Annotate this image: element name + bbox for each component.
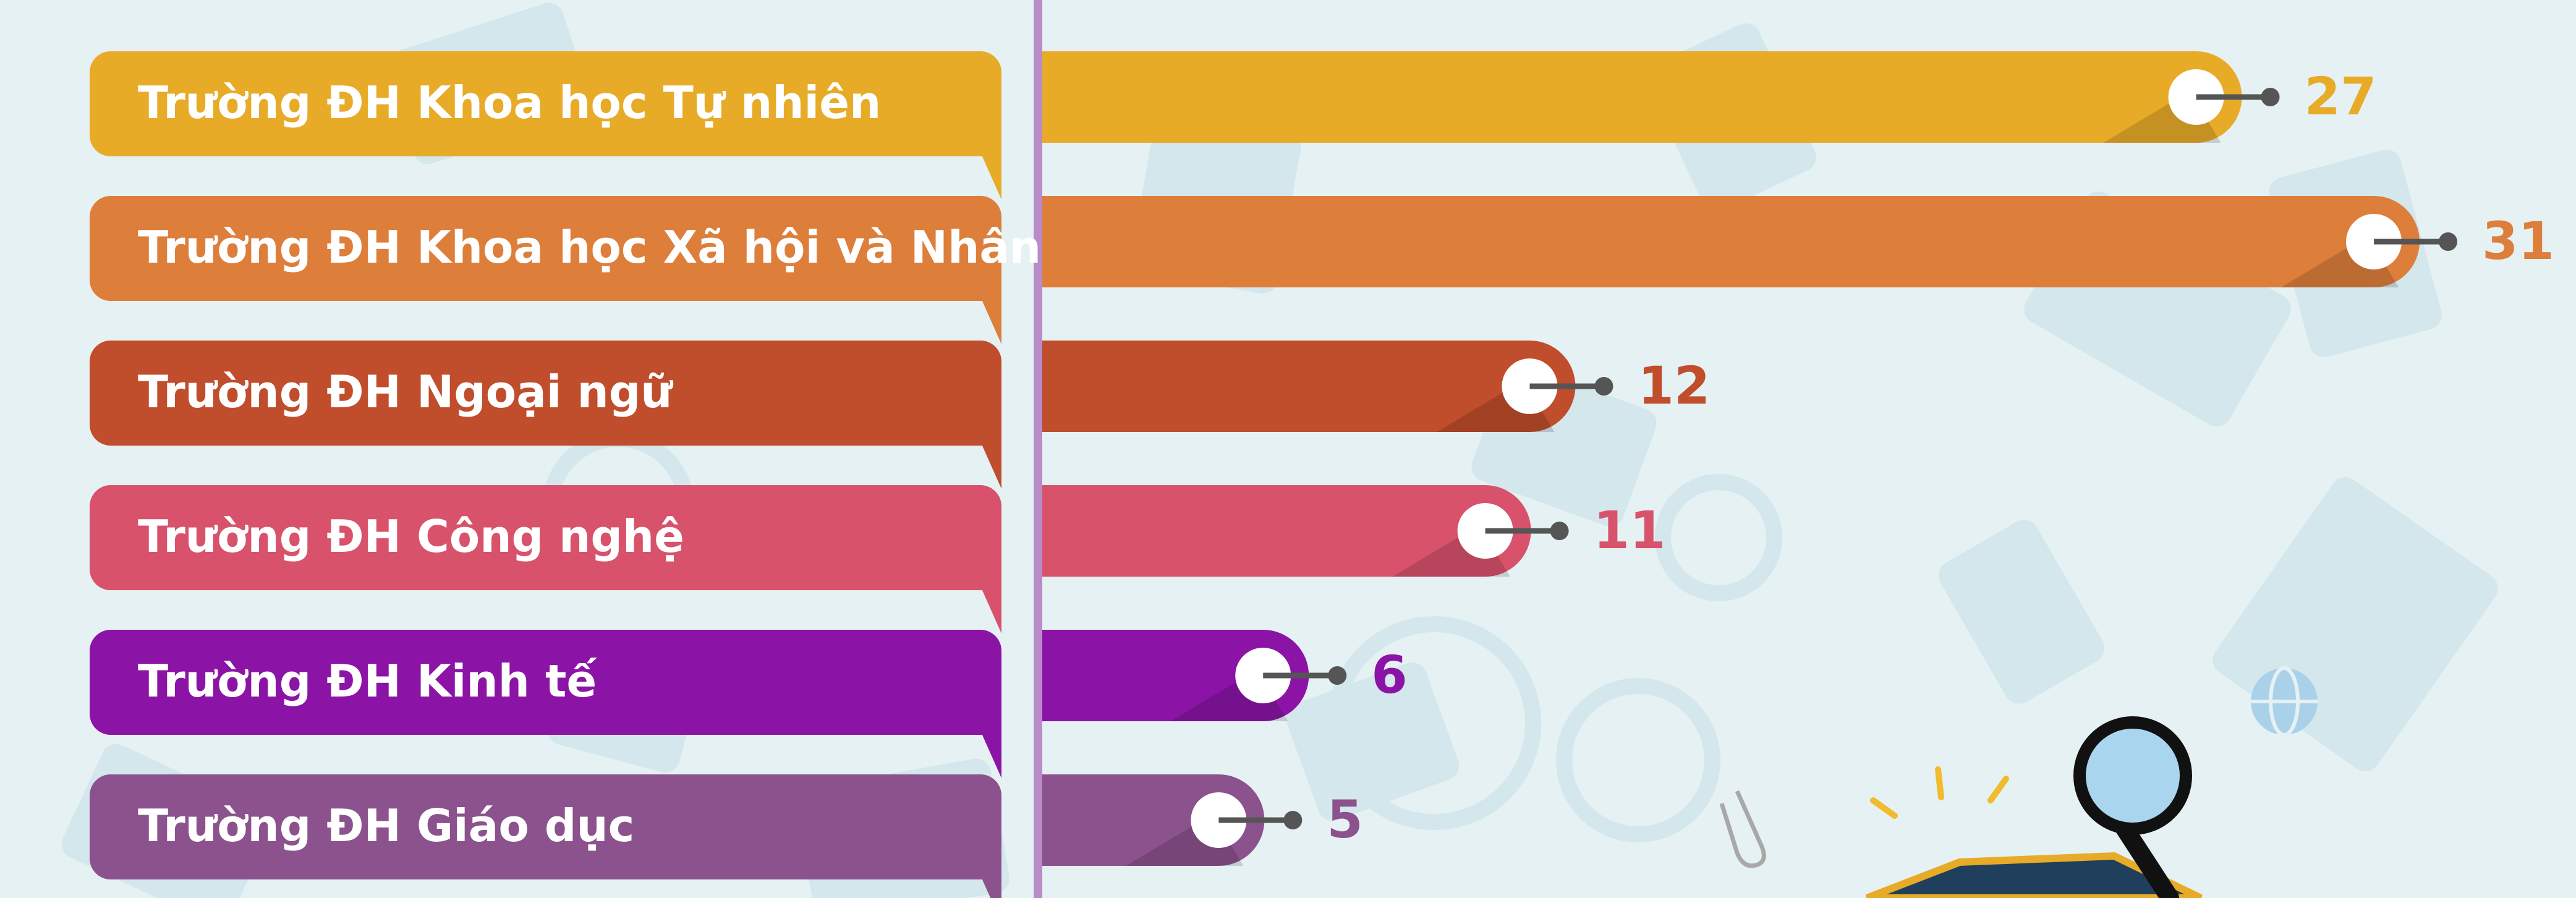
background-shape — [2213, 477, 2498, 771]
bar-body — [1042, 341, 1576, 432]
background-circle — [1556, 678, 1720, 842]
value-connector-dot — [1594, 377, 1613, 396]
bar-body — [1042, 51, 2242, 143]
category-label: Trường ĐH Kinh tế — [90, 630, 1001, 778]
value-connector-dot — [2261, 88, 2280, 106]
label-tail — [977, 409, 1001, 489]
sparkle-line — [1935, 766, 1944, 800]
background-circle — [1655, 474, 1782, 601]
value-label: 11 — [1594, 500, 1666, 561]
bar-body — [1042, 630, 1309, 721]
category-label: Trường ĐH Giáo dục — [90, 774, 1001, 898]
category-label: Trường ĐH Khoa học Tự nhiên — [90, 51, 1001, 200]
sparkle-line — [1870, 797, 1898, 819]
value-connector-dot — [1550, 522, 1569, 540]
label-tail — [977, 553, 1001, 633]
bar: 31 — [1042, 196, 2554, 287]
category-label-text: Trường ĐH Ngoại ngữ — [138, 366, 673, 418]
bar: 27 — [1042, 51, 2376, 143]
category-label: Trường ĐH Khoa học Xã hội và Nhân văn — [90, 196, 1147, 344]
bar-body — [1042, 485, 1531, 577]
category-label: Trường ĐH Ngoại ngữ — [90, 341, 1001, 489]
axis-line — [1034, 0, 1042, 898]
category-label-text: Trường ĐH Công nghệ — [138, 510, 684, 562]
graduation-scene — [1719, 666, 2318, 898]
label-tail — [977, 264, 1001, 344]
background-shape — [1285, 662, 1460, 821]
label-banner — [90, 51, 1001, 156]
bar: 6 — [1042, 630, 1408, 721]
sparkle-line — [1987, 776, 2009, 803]
bars: 27 31 12 11 6 5 — [1042, 51, 2554, 866]
value-label: 5 — [1327, 789, 1362, 850]
bar-body — [1042, 196, 2420, 287]
label-banner — [90, 485, 1001, 590]
background-circle — [1327, 616, 1541, 830]
value-connector-dot — [1283, 811, 1303, 829]
paperclip-icon — [1719, 790, 1766, 868]
value-connector-dot — [1328, 666, 1347, 685]
category-labels: Trường ĐH Khoa học Tự nhiên Trường ĐH Kho… — [90, 51, 1147, 898]
value-label: 12 — [1638, 355, 1710, 416]
value-label: 27 — [2305, 66, 2377, 127]
label-banner — [90, 774, 1001, 879]
bar: 12 — [1042, 341, 1710, 432]
value-connector-dot — [2439, 232, 2457, 251]
value-label: 6 — [1371, 645, 1407, 705]
bar: 11 — [1042, 485, 1665, 577]
category-label-text: Trường ĐH Khoa học Tự nhiên — [138, 77, 881, 129]
label-tail — [977, 698, 1001, 778]
label-tail — [977, 842, 1001, 898]
value-label: 31 — [2482, 211, 2554, 271]
category-label-text: Trường ĐH Giáo dục — [138, 800, 634, 852]
category-label-text: Trường ĐH Kinh tế — [138, 655, 597, 707]
magnifying-glass-icon — [2073, 716, 2192, 835]
label-tail — [977, 119, 1001, 200]
background-shape — [1938, 520, 2105, 704]
category-label: Trường ĐH Công nghệ — [90, 485, 1001, 633]
bar: 5 — [1042, 774, 1363, 866]
label-banner — [90, 196, 1001, 301]
label-banner — [90, 341, 1001, 446]
graduation-cap-icon — [1865, 852, 2203, 898]
label-banner — [90, 630, 1001, 735]
category-label-text: Trường ĐH Khoa học Xã hội và Nhân văn — [138, 221, 1147, 273]
